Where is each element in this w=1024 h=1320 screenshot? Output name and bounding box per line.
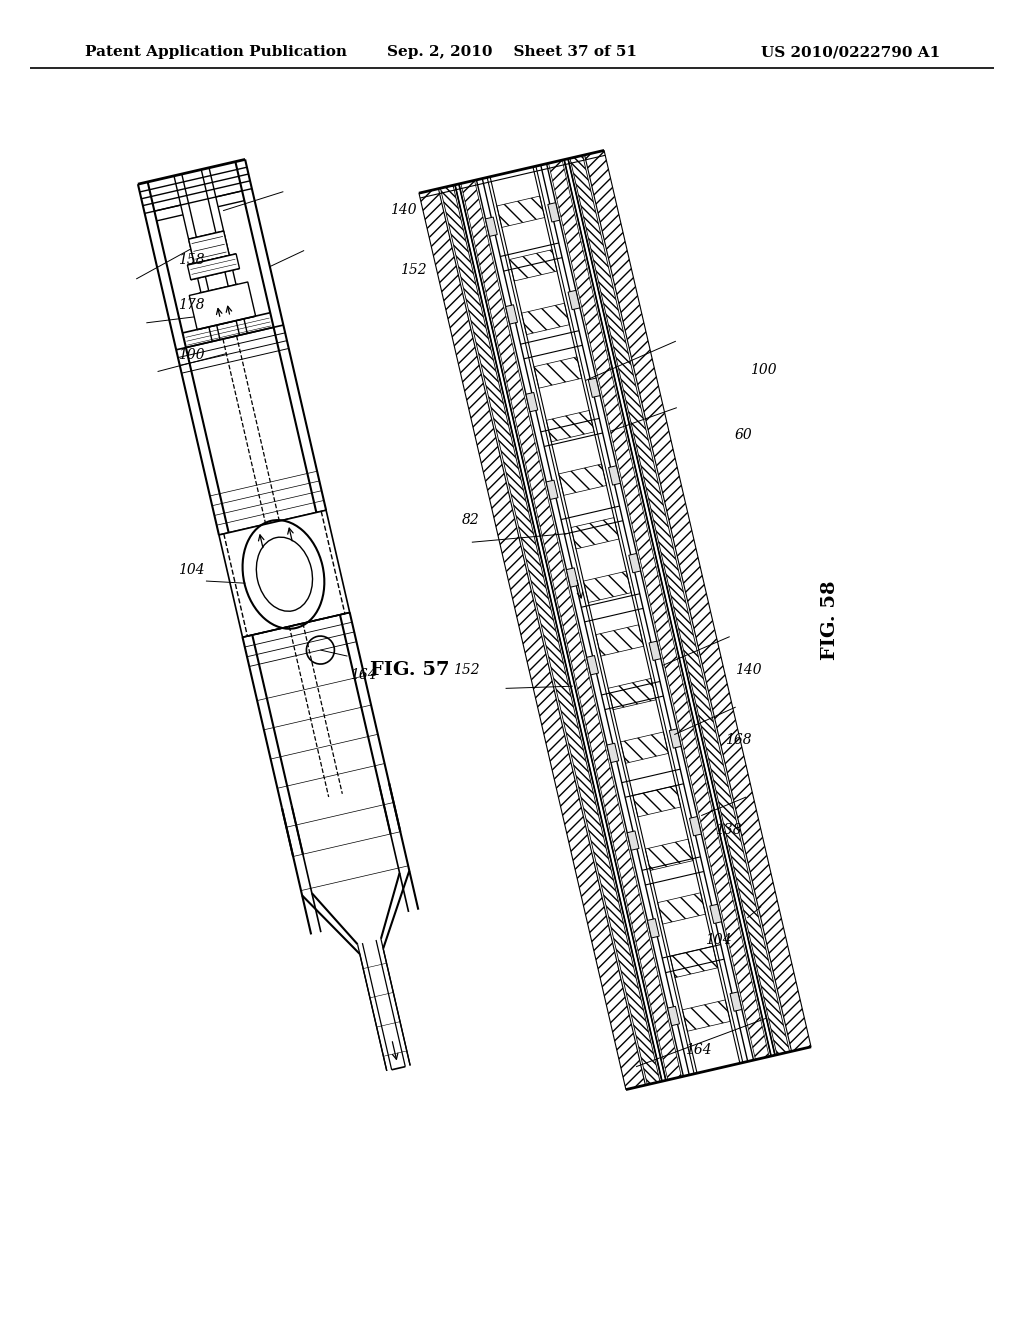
Text: FIG. 58: FIG. 58 (821, 581, 839, 660)
Text: 100: 100 (750, 363, 776, 378)
Text: US 2010/0222790 A1: US 2010/0222790 A1 (761, 45, 940, 59)
Polygon shape (730, 991, 741, 1011)
Text: 100: 100 (178, 348, 205, 362)
Polygon shape (629, 553, 641, 573)
Polygon shape (419, 189, 645, 1089)
Polygon shape (189, 282, 256, 330)
Polygon shape (589, 378, 600, 397)
Polygon shape (571, 517, 618, 549)
Polygon shape (546, 480, 558, 499)
Polygon shape (564, 158, 775, 1056)
Polygon shape (509, 249, 557, 281)
Polygon shape (670, 946, 718, 978)
Polygon shape (607, 743, 618, 763)
Polygon shape (187, 253, 240, 280)
Polygon shape (549, 160, 769, 1060)
Polygon shape (497, 197, 545, 227)
Text: Sep. 2, 2010    Sheet 37 of 51: Sep. 2, 2010 Sheet 37 of 51 (387, 45, 637, 59)
Text: 104: 104 (178, 564, 205, 577)
Polygon shape (584, 572, 631, 602)
Polygon shape (608, 678, 656, 710)
Text: 138: 138 (715, 822, 741, 837)
Polygon shape (568, 290, 580, 310)
Polygon shape (455, 183, 666, 1081)
Polygon shape (668, 1006, 680, 1026)
Text: 168: 168 (725, 733, 752, 747)
Polygon shape (596, 624, 644, 656)
Polygon shape (587, 656, 598, 675)
Polygon shape (608, 466, 621, 484)
Polygon shape (548, 203, 560, 222)
Polygon shape (649, 642, 660, 660)
Polygon shape (647, 919, 659, 939)
Polygon shape (440, 185, 660, 1085)
Polygon shape (547, 411, 594, 442)
Polygon shape (689, 817, 701, 836)
Polygon shape (559, 465, 606, 495)
Polygon shape (219, 511, 350, 638)
Polygon shape (485, 216, 498, 236)
Text: 152: 152 (400, 263, 427, 277)
Polygon shape (682, 1001, 730, 1031)
Polygon shape (526, 392, 538, 412)
Polygon shape (534, 356, 582, 388)
Polygon shape (188, 231, 229, 264)
Text: 164: 164 (350, 668, 377, 682)
Polygon shape (521, 304, 569, 334)
Text: FIG. 57: FIG. 57 (370, 661, 450, 678)
Text: 140: 140 (390, 203, 417, 216)
Text: 178: 178 (178, 298, 205, 312)
Text: 140: 140 (735, 663, 762, 677)
Polygon shape (585, 150, 811, 1051)
Polygon shape (506, 305, 517, 325)
Text: 104: 104 (705, 933, 731, 946)
Polygon shape (621, 733, 669, 763)
Polygon shape (633, 785, 681, 817)
Polygon shape (645, 840, 693, 870)
Text: 60: 60 (735, 428, 753, 442)
Polygon shape (670, 729, 681, 748)
Text: Patent Application Publication: Patent Application Publication (85, 45, 347, 59)
Text: 152: 152 (454, 663, 480, 677)
Text: 164: 164 (685, 1043, 712, 1057)
Polygon shape (570, 156, 790, 1055)
Polygon shape (627, 830, 639, 850)
Polygon shape (461, 181, 681, 1080)
Text: 82: 82 (462, 513, 480, 527)
Polygon shape (657, 892, 706, 924)
Polygon shape (566, 568, 579, 587)
Text: 158: 158 (178, 253, 205, 267)
Polygon shape (710, 904, 722, 924)
